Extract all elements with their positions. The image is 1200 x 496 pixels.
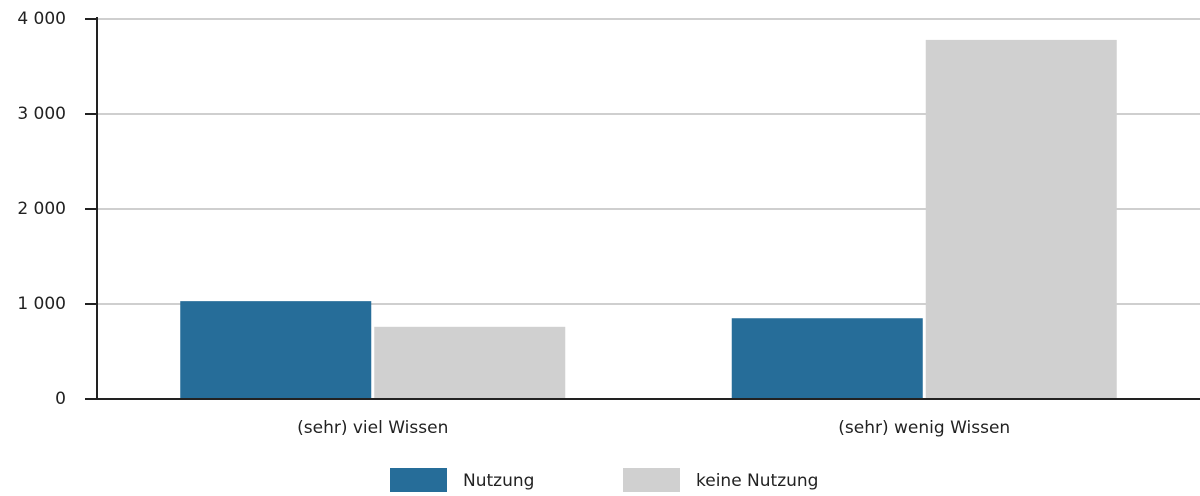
x-tick-label: (sehr) wenig Wissen [838,418,1010,438]
y-tick-label: 1 000 [17,294,66,314]
bar [374,326,566,399]
legend-label: keine Nutzung [696,471,818,491]
bar [180,301,372,399]
y-tick-label: 4 000 [17,9,66,29]
x-tick-label: (sehr) viel Wissen [297,418,448,438]
y-tick-label: 3 000 [17,104,66,124]
legend-swatch [623,468,680,492]
bar [731,318,923,399]
legend-swatch [390,468,447,492]
y-tick-label: 0 [55,389,66,409]
y-tick-label: 2 000 [17,199,66,219]
legend-label: Nutzung [463,471,534,491]
bar [925,39,1117,400]
